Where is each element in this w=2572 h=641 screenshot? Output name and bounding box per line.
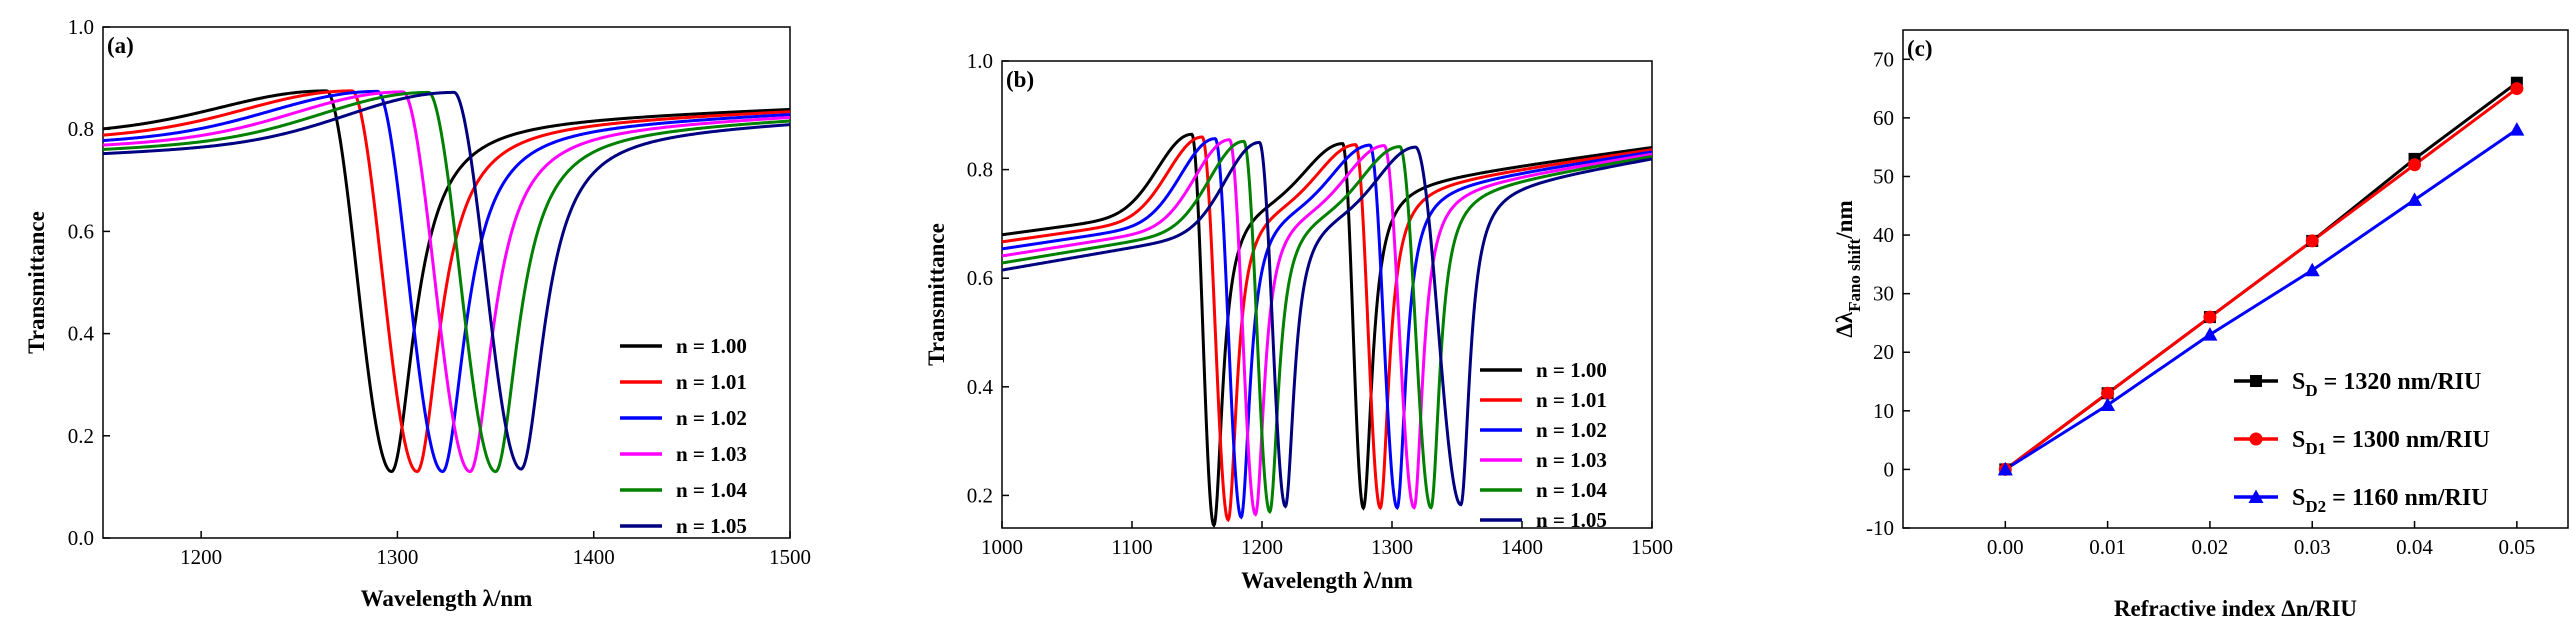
panel-c-legend-marker [2250, 375, 2262, 387]
panel-c-x-tick-label: 0.00 [1987, 535, 2024, 559]
panel-c-data-point-2 [2100, 397, 2116, 411]
panel-c-y-tick-label: 50 [1873, 164, 1894, 188]
panel-c-y-tick-label: 70 [1873, 47, 1894, 71]
panel-a-legend-label: n = 1.01 [676, 370, 747, 394]
panel-b-panel-label: (b) [1006, 67, 1034, 92]
panel-c-x-tick-label: 0.03 [2294, 535, 2331, 559]
panel-b-series-line-5 [1001, 140, 1653, 509]
panel-c-data-point-1 [2408, 158, 2422, 172]
panel-a-series-line-1 [102, 89, 791, 474]
panel-a-series-line-5 [102, 90, 791, 471]
panel-c-y-tick-label: 10 [1873, 399, 1894, 423]
panel-c-legend-label: SD = 1320 nm/RIU [2292, 369, 2481, 400]
panel-a-x-axis-label: Wavelength λ/nm [361, 586, 533, 611]
panel-b-legend-label: n = 1.05 [1536, 508, 1607, 532]
panel-c-x-tick-label: 0.01 [2089, 535, 2126, 559]
panel-b-y-tick-label: 0.2 [967, 483, 993, 507]
panel-b-legend-label: n = 1.01 [1536, 388, 1607, 412]
panel-b-y-tick-label: 1.0 [967, 49, 993, 73]
panel-c-panel-label: (c) [1907, 36, 1933, 61]
panel-a-x-tick-label: 1500 [769, 545, 811, 569]
panel-b-x-axis-label: Wavelength λ/nm [1241, 568, 1413, 593]
panel-b-legend-label: n = 1.03 [1536, 448, 1607, 472]
panel-c-data-point-1 [2101, 386, 2115, 400]
panel-b-x-tick-label: 1300 [1371, 535, 1413, 559]
panel-c-series-line-2 [2004, 128, 2518, 471]
panel-b-legend-label: n = 1.00 [1536, 358, 1607, 382]
panel-c-y-tick-label: 60 [1873, 106, 1894, 130]
panel-c-y-axis-label: ΔλFano shift/nm [1832, 200, 1864, 337]
panel-a-series-line-3 [102, 90, 791, 474]
panel-c-y-tick-label: 0 [1884, 457, 1895, 481]
panel-c-data-point-2 [2202, 327, 2218, 341]
panel-b-legend-label: n = 1.04 [1536, 478, 1607, 502]
panel-a-chart: 1200 1300 1400 1500 0.0 0.2 0.4 0.6 0.8 1.0 (a) Wav… [24, 15, 811, 611]
panel-c-data-point-2 [2407, 192, 2423, 206]
panel-b-x-tick-label: 1100 [1111, 535, 1152, 559]
panel-b-series-line-1 [1001, 135, 1653, 523]
panel-c-data-point-1 [2510, 82, 2524, 96]
panel-a-y-tick-label: 0.0 [68, 526, 94, 550]
panel-a-legend-label: n = 1.03 [676, 442, 747, 466]
panel-c-x-tick-label: 0.05 [2498, 535, 2535, 559]
panel-c-data-point-1 [2305, 234, 2319, 248]
panel-c-series-line-1 [2004, 87, 2518, 471]
panel-c-chart: 0.00 0.01 0.02 0.03 0.04 0.05 -10 0 10 20 30 40 50 60… [1832, 29, 2569, 621]
panel-c-data-point-2 [2304, 262, 2320, 277]
panel-b-series-line-4 [1001, 139, 1653, 515]
panel-c-y-tick-label: -10 [1866, 516, 1894, 540]
panel-c-legend-label: SD1 = 1300 nm/RIU [2292, 427, 2490, 458]
panel-a-legend-label: n = 1.00 [676, 334, 747, 358]
panel-a-y-tick-label: 0.4 [68, 322, 95, 346]
panel-b-y-tick-label: 0.6 [967, 266, 993, 290]
panel-c-data-point-2 [2509, 122, 2525, 136]
panel-a-y-tick-label: 0.8 [68, 117, 94, 141]
panel-c-y-tick-label: 30 [1873, 282, 1894, 306]
panel-b-series-line-2 [1001, 137, 1653, 520]
panel-c-x-axis-label: Refractive index Δn/RIU [2114, 596, 2357, 621]
panel-a-y-tick-label: 1.0 [68, 15, 94, 39]
panel-a-panel-label: (a) [107, 33, 134, 58]
panel-b-y-tick-label: 0.4 [967, 375, 994, 399]
panel-c-y-tick-label: 20 [1873, 340, 1894, 364]
panel-b-series-line-0 [1001, 132, 1653, 529]
panel-c-x-tick-label: 0.04 [2396, 535, 2433, 559]
panel-a-x-tick-label: 1400 [573, 545, 615, 569]
panel-a-y-tick-label: 0.2 [68, 424, 94, 448]
panel-b-y-axis-label: Transmittance [924, 223, 949, 366]
panel-c-plot-frame [1902, 29, 2569, 529]
panel-b-plot-frame [1001, 60, 1653, 529]
panel-b-y-tick-label: 0.8 [967, 158, 993, 182]
panel-c-data-point-1 [2203, 310, 2217, 324]
panel-a-plot-frame [102, 26, 791, 539]
panel-a-series-line-4 [102, 90, 791, 474]
panel-b-x-tick-label: 1400 [1501, 535, 1543, 559]
panel-a-legend-label: n = 1.04 [676, 478, 747, 502]
panel-b-x-tick-label: 1500 [1631, 535, 1673, 559]
panel-a-y-axis-label: Transmittance [24, 211, 49, 354]
panel-c-x-tick-label: 0.02 [2192, 535, 2229, 559]
panel-c-legend-marker [2248, 489, 2264, 503]
panel-a-x-tick-label: 1300 [376, 545, 418, 569]
panel-a-y-tick-label: 0.6 [68, 219, 94, 243]
panel-a-series-line-2 [102, 89, 791, 474]
panel-b-chart: 1000 1100 1200 1300 1400 1500 0.2 0.4 0.6 0.8 1.0 (… [924, 49, 1673, 593]
panel-c-y-tick-label: 40 [1873, 223, 1894, 247]
panel-b-x-tick-label: 1200 [1241, 535, 1283, 559]
panel-a-legend-label: n = 1.02 [676, 406, 747, 430]
panel-c-legend-label: SD2 = 1160 nm/RIU [2292, 485, 2489, 516]
panel-a-series-line-0 [102, 89, 791, 474]
panel-c-data-point-2 [1997, 461, 2013, 476]
panel-a-legend-label: n = 1.05 [676, 514, 747, 538]
panel-a-x-tick-label: 1200 [180, 545, 222, 569]
panel-b-legend-label: n = 1.02 [1536, 418, 1607, 442]
panel-b-series-line-3 [1001, 138, 1653, 517]
panel-c-legend-marker [2249, 432, 2263, 446]
panel-b-x-tick-label: 1000 [981, 535, 1023, 559]
